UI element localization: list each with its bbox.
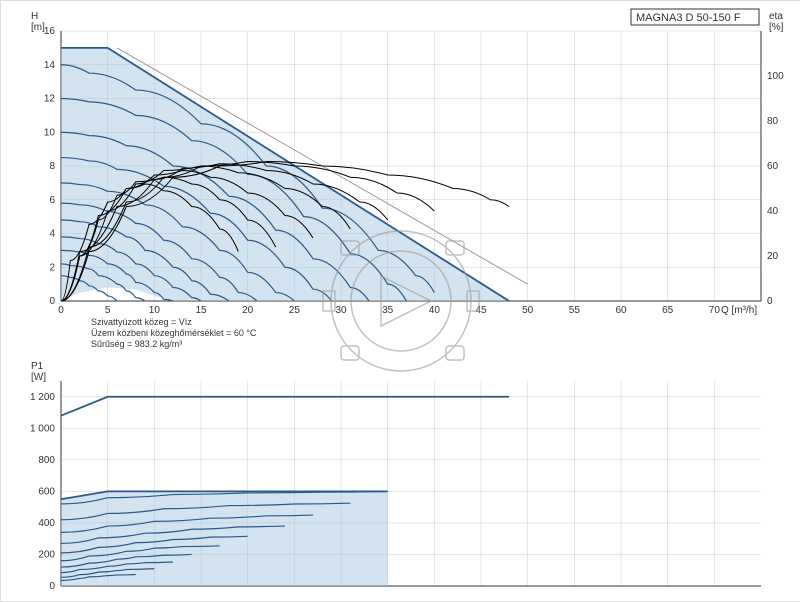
svg-text:0: 0	[49, 296, 55, 307]
pump-curve-charts: 0510152025303540455055606570024681012141…	[1, 1, 800, 601]
svg-text:1 200: 1 200	[30, 392, 55, 403]
svg-text:Szivattyúzott közeg = Víz: Szivattyúzott közeg = Víz	[91, 317, 192, 327]
svg-text:H: H	[31, 11, 38, 22]
svg-text:15: 15	[195, 305, 207, 316]
svg-text:400: 400	[38, 518, 55, 529]
svg-text:0: 0	[58, 305, 64, 316]
svg-text:Sűrűség = 983.2 kg/m³: Sűrűség = 983.2 kg/m³	[91, 339, 182, 349]
svg-text:40: 40	[429, 305, 441, 316]
svg-text:0: 0	[767, 296, 773, 307]
svg-text:6: 6	[49, 195, 55, 206]
svg-text:0: 0	[49, 581, 55, 592]
svg-text:MAGNA3 D 50-150 F: MAGNA3 D 50-150 F	[636, 12, 741, 24]
svg-text:20: 20	[242, 305, 254, 316]
svg-text:8: 8	[49, 161, 55, 172]
svg-text:100: 100	[767, 71, 784, 82]
svg-text:2: 2	[49, 262, 55, 273]
svg-text:50: 50	[522, 305, 534, 316]
svg-text:70: 70	[709, 305, 721, 316]
svg-text:40: 40	[767, 206, 779, 217]
svg-text:P1: P1	[31, 361, 44, 372]
svg-text:16: 16	[44, 26, 56, 37]
svg-text:600: 600	[38, 486, 55, 497]
svg-text:60: 60	[615, 305, 627, 316]
svg-text:Q [m³/h]: Q [m³/h]	[721, 305, 757, 316]
svg-text:[%]: [%]	[769, 22, 784, 33]
svg-text:35: 35	[382, 305, 394, 316]
svg-text:[m]: [m]	[31, 22, 45, 33]
svg-text:60: 60	[767, 161, 779, 172]
svg-text:10: 10	[149, 305, 161, 316]
svg-text:[W]: [W]	[31, 372, 46, 383]
svg-text:4: 4	[49, 229, 55, 240]
svg-text:5: 5	[105, 305, 111, 316]
svg-text:20: 20	[767, 251, 779, 262]
svg-text:Üzem közbeni közeghőmérséklet: Üzem közbeni közeghőmérséklet = 60 °C	[91, 328, 257, 338]
svg-text:200: 200	[38, 549, 55, 560]
svg-text:30: 30	[335, 305, 347, 316]
svg-text:1 000: 1 000	[30, 423, 55, 434]
svg-text:80: 80	[767, 116, 779, 127]
svg-text:14: 14	[44, 60, 56, 71]
svg-text:65: 65	[662, 305, 674, 316]
svg-text:55: 55	[569, 305, 581, 316]
svg-text:25: 25	[289, 305, 301, 316]
svg-text:eta: eta	[769, 11, 783, 22]
svg-text:10: 10	[44, 127, 56, 138]
svg-text:800: 800	[38, 455, 55, 466]
svg-text:12: 12	[44, 94, 56, 105]
